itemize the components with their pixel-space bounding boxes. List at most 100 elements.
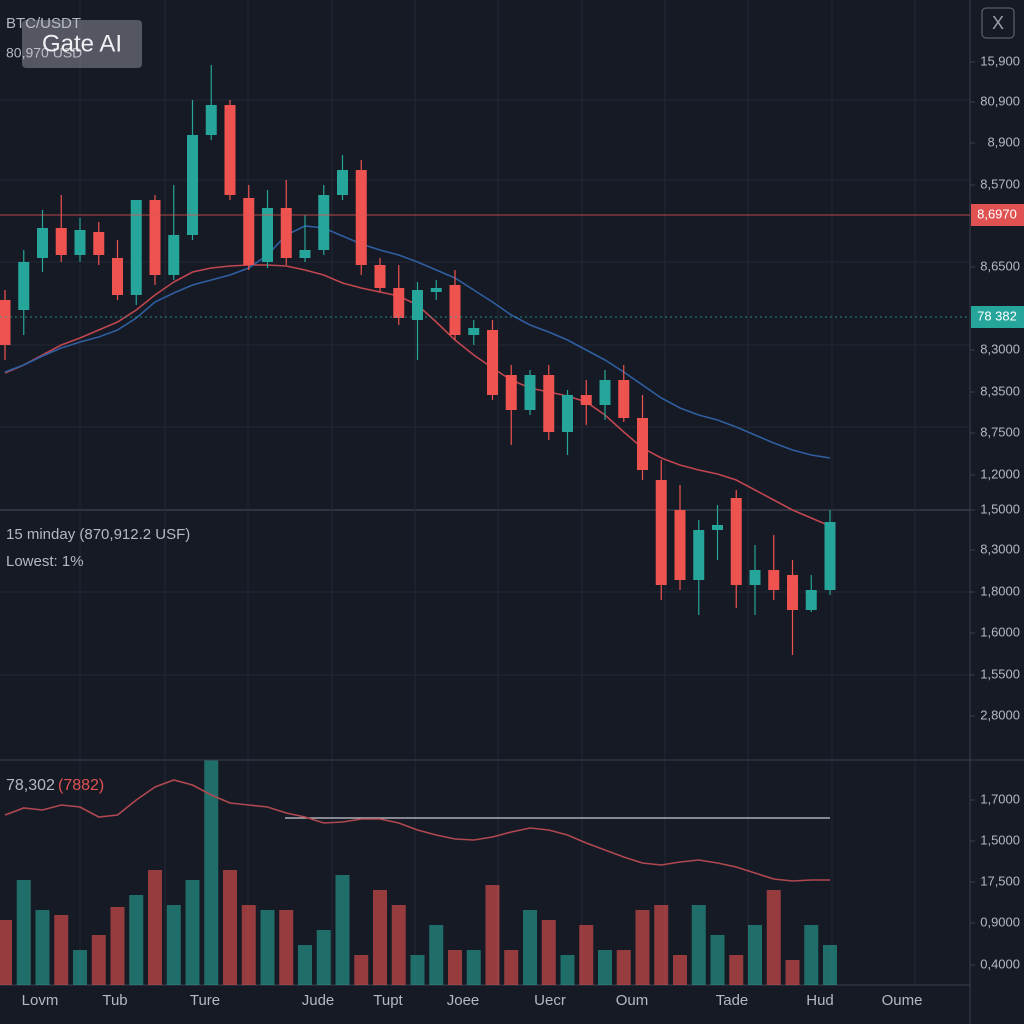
- close-button[interactable]: [981, 7, 1015, 39]
- candle-body: [805, 590, 817, 610]
- volume-bar: [73, 950, 87, 985]
- candle-body: [262, 208, 273, 262]
- volume-bar: [16, 880, 31, 985]
- candle-body: [74, 230, 86, 255]
- volume-bar: [410, 955, 425, 985]
- volume-bar: [148, 870, 162, 985]
- y-tick-label: 80,900: [980, 93, 1020, 108]
- volume-bar: [785, 960, 800, 985]
- volume-bar: [166, 905, 181, 985]
- volume-bar: [91, 935, 106, 985]
- volume-bar: [279, 910, 294, 985]
- volume-bar: [579, 925, 594, 985]
- candle-body: [112, 258, 123, 295]
- volume-bar: [223, 870, 237, 985]
- volume-bar: [110, 907, 125, 985]
- y-tick-label: 1,5500: [980, 666, 1020, 681]
- price-badge-label: 78 382: [977, 308, 1017, 323]
- oscillator-line: [4, 779, 830, 882]
- volume-bar: [373, 890, 387, 985]
- candle-body: [355, 170, 367, 265]
- y-tick-label: 8,3500: [980, 383, 1020, 398]
- volume-bar: [429, 925, 444, 985]
- candle-body: [224, 105, 236, 195]
- volume-bar: [504, 950, 519, 985]
- y-tick-label: 8,3000: [980, 541, 1020, 556]
- volume-bar: [204, 760, 219, 985]
- volume-bar: [635, 910, 650, 985]
- y-tick-label: 0,4000: [980, 956, 1020, 971]
- candle-body: [299, 250, 311, 258]
- candle-body: [768, 570, 780, 590]
- volume-bar: [129, 895, 144, 985]
- candle-body: [787, 575, 798, 610]
- y-tick-label: 8,6500: [980, 258, 1020, 273]
- candle-body: [580, 395, 592, 405]
- x-tick-label: Oum: [616, 992, 649, 1009]
- volume-bar: [448, 950, 462, 985]
- x-tick-label: Tupt: [373, 992, 403, 1009]
- candle-body: [318, 195, 330, 250]
- annotation: Lowest: 1%: [6, 553, 84, 570]
- candle-body: [637, 418, 648, 470]
- candle-body: [749, 570, 761, 585]
- candle-body: [449, 285, 461, 335]
- price-badge: [971, 204, 1024, 226]
- candle-body: [468, 328, 480, 335]
- x-tick-label: Joee: [447, 992, 480, 1009]
- price-badge-label: 8,6970: [977, 206, 1017, 221]
- y-tick-label: 8,3000: [980, 341, 1020, 356]
- candle-body: [18, 262, 30, 310]
- x-tick-label: Hud: [806, 992, 834, 1009]
- candle-body: [505, 375, 517, 410]
- candle-body: [187, 135, 198, 235]
- symbol: BTC/USDT: [6, 15, 81, 32]
- candle-body: [337, 170, 348, 195]
- volume-bar: [541, 920, 556, 985]
- y-tick-label: 15,900: [980, 53, 1020, 68]
- candle-body: [430, 288, 442, 292]
- volume-bar: [335, 875, 350, 985]
- candle-body: [674, 510, 686, 580]
- candle-body: [149, 200, 161, 275]
- volume-bar: [766, 890, 781, 985]
- candle-body: [280, 208, 292, 258]
- volume-bar: [316, 930, 331, 985]
- volume-bar: [673, 955, 687, 985]
- y-tick-label: 1,6000: [980, 624, 1020, 639]
- watermark-box: [22, 20, 142, 68]
- candle-body: [655, 480, 667, 585]
- y-tick-label: 8,5700: [980, 176, 1020, 191]
- close-icon[interactable]: X: [992, 13, 1004, 33]
- x-tick-label: Oume: [882, 992, 923, 1009]
- volume-bar: [804, 925, 819, 985]
- volume-bar: [729, 955, 744, 985]
- volume-bar: [260, 910, 275, 985]
- y-tick-label: 17,500: [980, 873, 1020, 888]
- candle-body: [543, 375, 555, 432]
- annotation: 15 minday (870,912.2 USF): [6, 526, 190, 543]
- volume-bar: [654, 905, 669, 985]
- candle-body: [524, 375, 536, 410]
- candle-body: [487, 330, 498, 395]
- candle-body: [562, 395, 573, 432]
- plot: [0, 65, 837, 985]
- x-tick-label: Uecr: [534, 992, 566, 1009]
- volume-bar: [298, 945, 312, 985]
- volume-bar: [54, 915, 69, 985]
- y-tick-label: 1,7000: [980, 791, 1020, 806]
- candle-body: [168, 235, 180, 275]
- volume-bar: [0, 920, 12, 985]
- x-tick-label: Lovm: [22, 992, 59, 1009]
- x-tick-label: Ture: [190, 992, 220, 1009]
- x-tick-label: Jude: [302, 992, 335, 1009]
- candle-body: [55, 228, 67, 255]
- candle-body: [243, 198, 255, 265]
- y-tick-label: 1,2000: [980, 466, 1020, 481]
- y-tick-label: 1,8000: [980, 583, 1020, 598]
- volume-bar: [748, 925, 762, 985]
- candle-body: [374, 265, 386, 288]
- volume-bar: [523, 910, 537, 985]
- candle-body: [93, 232, 105, 255]
